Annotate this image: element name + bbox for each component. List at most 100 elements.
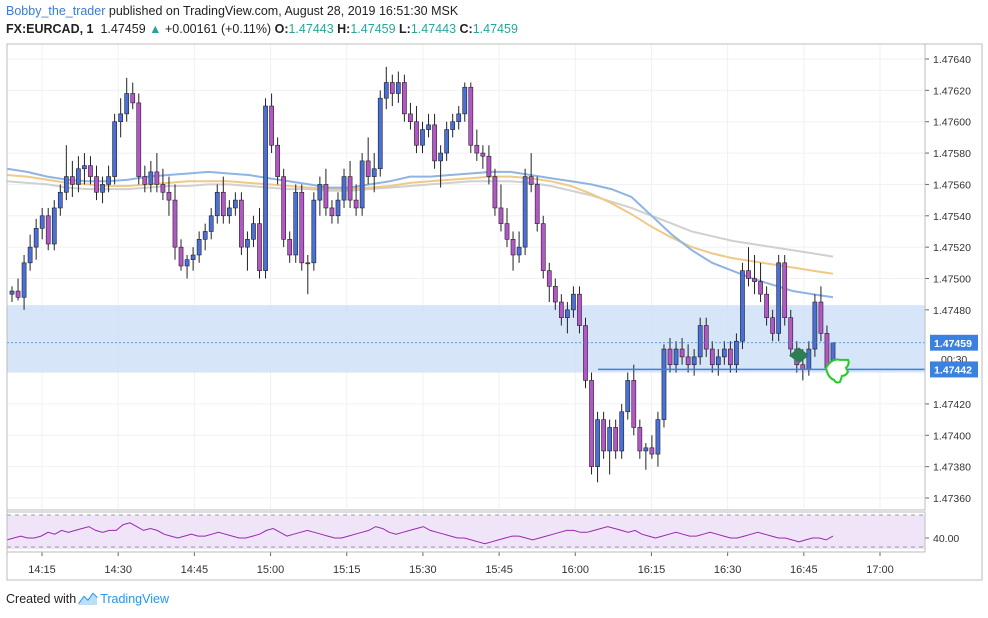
candle bbox=[746, 247, 751, 287]
time-tick-label: 14:45 bbox=[181, 564, 209, 576]
price-tick-label: 1.47580 bbox=[933, 148, 971, 160]
candle-body-bull bbox=[450, 121, 456, 130]
candle-body-bear bbox=[703, 325, 709, 350]
candle bbox=[365, 137, 371, 185]
candle bbox=[528, 153, 534, 193]
candle bbox=[214, 184, 220, 224]
candle-body-bull bbox=[226, 207, 232, 217]
candle bbox=[160, 168, 166, 201]
diamond-marker-icon bbox=[789, 347, 809, 364]
candle-body-bull bbox=[444, 129, 449, 154]
candle-body-bull bbox=[208, 215, 214, 232]
low-value: 1.47443 bbox=[410, 22, 457, 36]
candle-body-bear bbox=[577, 293, 582, 326]
candle-body-bull bbox=[607, 427, 612, 452]
candle bbox=[589, 372, 594, 475]
author-link[interactable]: Bobby_the_trader bbox=[6, 4, 106, 18]
candle-body-bull bbox=[625, 380, 631, 413]
candle bbox=[486, 145, 492, 185]
candle-body-bear bbox=[323, 184, 329, 209]
candle-body-bull bbox=[643, 447, 649, 452]
candle bbox=[601, 411, 606, 459]
price-tick-label: 1.47600 bbox=[933, 117, 971, 129]
candle-body-bear bbox=[154, 171, 160, 185]
high-label: H: bbox=[337, 22, 351, 36]
candle bbox=[39, 207, 45, 240]
candle-body-bull bbox=[377, 97, 383, 170]
candle bbox=[498, 184, 504, 232]
price-chart[interactable]: 1.47640 1.47620 1.47600 1.47580 1.47560 1.475… bbox=[0, 0, 988, 588]
candle-body-bull bbox=[341, 176, 347, 201]
candle bbox=[734, 333, 739, 373]
tradingview-brand-link[interactable]: TradingView bbox=[100, 592, 169, 606]
symbol-label[interactable]: FX:EURCAD, 1 bbox=[6, 22, 94, 36]
candle-body-bull bbox=[305, 262, 311, 265]
candle-body-bear bbox=[613, 427, 619, 452]
candle-body-bull bbox=[57, 191, 63, 209]
time-tick-label: 14:15 bbox=[28, 564, 56, 576]
candle-body-bull bbox=[27, 246, 33, 264]
price-tick-label: 1.47400 bbox=[933, 430, 971, 442]
candle-body-bull bbox=[438, 152, 443, 162]
candle-body-bull bbox=[734, 340, 739, 366]
candle bbox=[281, 168, 287, 248]
candle-body-bull bbox=[456, 113, 462, 123]
candle bbox=[389, 74, 395, 107]
candle bbox=[63, 145, 69, 201]
candle-body-bear bbox=[257, 223, 262, 271]
candle bbox=[565, 302, 570, 334]
candle bbox=[661, 344, 667, 428]
candle-body-bear bbox=[498, 207, 504, 224]
candle-body-bull bbox=[263, 105, 268, 271]
candle bbox=[631, 364, 637, 436]
candle bbox=[812, 294, 818, 357]
footer: Created with TradingView bbox=[6, 592, 169, 609]
candle-body-bear bbox=[601, 419, 606, 452]
candle bbox=[383, 66, 389, 110]
time-tick-label: 17:00 bbox=[866, 564, 894, 576]
candle bbox=[51, 200, 57, 251]
candle-body-bull bbox=[112, 121, 117, 177]
created-with-text: Created with bbox=[6, 592, 77, 606]
candle-body-bear bbox=[275, 144, 280, 177]
candle bbox=[293, 184, 299, 263]
candle bbox=[583, 317, 588, 389]
candle bbox=[106, 165, 111, 193]
candle-body-bull bbox=[317, 184, 323, 201]
candle-body-bear bbox=[160, 184, 166, 193]
candle bbox=[432, 113, 437, 169]
candle-body-bull bbox=[335, 199, 341, 217]
candle-body-bear bbox=[178, 246, 184, 267]
price-tick-label: 1.47420 bbox=[933, 399, 971, 411]
candle bbox=[299, 184, 305, 271]
candle bbox=[728, 341, 733, 373]
candle-body-bull bbox=[426, 124, 431, 130]
candle-body-bear bbox=[88, 165, 93, 177]
published-text: published on TradingView.com, August 28,… bbox=[108, 4, 459, 18]
candle-body-bear bbox=[130, 93, 136, 104]
candle-body-bull bbox=[619, 411, 625, 452]
candle-body-bear bbox=[758, 281, 763, 295]
candle-body-bear bbox=[432, 124, 437, 162]
candle bbox=[196, 231, 202, 263]
candle bbox=[220, 176, 226, 224]
chart-frame bbox=[6, 43, 983, 581]
candle bbox=[263, 98, 268, 279]
hand-pointer-icon bbox=[824, 358, 850, 384]
outer-border bbox=[6, 43, 983, 581]
candle-body-bull bbox=[595, 419, 600, 467]
candle bbox=[534, 176, 540, 232]
candle bbox=[82, 153, 87, 185]
candle-body-bull bbox=[118, 113, 124, 123]
chart-header-line1: Bobby_the_trader published on TradingVie… bbox=[6, 4, 458, 18]
candle-body-bear bbox=[583, 325, 588, 381]
candle-body-bull bbox=[214, 191, 220, 217]
candle bbox=[752, 254, 757, 295]
change-value: +0.00161 (+0.11%) bbox=[165, 22, 272, 36]
candle bbox=[450, 113, 456, 138]
candle-body-bull bbox=[106, 176, 111, 185]
candle-body-bull bbox=[359, 160, 365, 209]
candle-body-bear bbox=[172, 199, 178, 248]
candle-body-bear bbox=[631, 380, 637, 428]
